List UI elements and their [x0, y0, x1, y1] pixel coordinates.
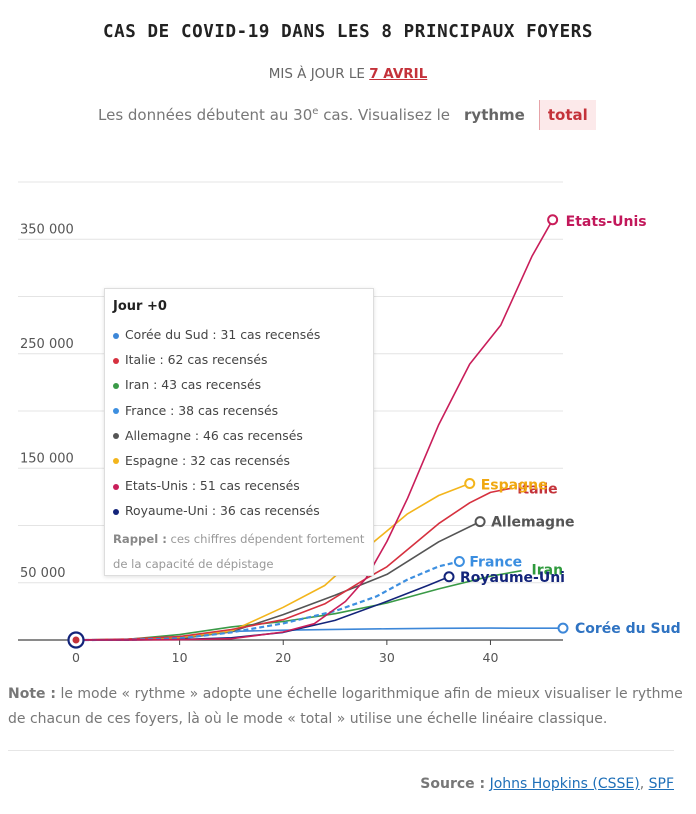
tooltip-row-allemagne: Allemagne : 46 cas recensés [113, 423, 365, 448]
chart-title: CAS DE COVID-19 DANS LES 8 PRINCIPAUX FO… [103, 22, 593, 42]
series-end-marker [464, 477, 476, 489]
tooltip-rappel: Rappel : ces chiffres dépendent fortemen… [113, 531, 365, 571]
series-labels: Corée du Sud Italie Iran France Allemagne Esp… [460, 214, 681, 637]
update-date[interactable]: 7 AVRIL [369, 66, 428, 82]
source-link-jhu[interactable]: Johns Hopkins (CSSE) [489, 776, 640, 792]
legend-dot-icon [113, 433, 119, 440]
y-tick-label: 250 000 [20, 337, 74, 352]
tooltip-heading: Jour +0 [113, 299, 167, 314]
x-tick-label: 0 [72, 650, 80, 665]
x-tick-label: 20 [275, 650, 291, 665]
tooltip-row-etats-unis: Etats-Unis : 51 cas recensés [113, 473, 365, 498]
y-tick-label: 50 000 [20, 566, 66, 581]
legend-dot-icon [113, 458, 119, 465]
y-tick-label: 150 000 [20, 451, 74, 466]
toggle-rythme-button[interactable]: rythme [464, 106, 525, 124]
y-tick-label: 350 000 [20, 222, 74, 237]
series-end-marker [443, 571, 455, 583]
legend-dot-icon [113, 508, 119, 515]
legend-dot-icon [113, 382, 119, 389]
series-label-allemagne[interactable]: Allemagne [491, 515, 574, 531]
legend-dot-icon [113, 357, 119, 364]
series-label-italie[interactable]: Italie [517, 481, 557, 497]
series-label-etats-unis[interactable]: Etats-Unis [566, 214, 647, 230]
tooltip-row-coree: Corée du Sud : 31 cas recensés [113, 322, 365, 347]
update-prefix: MIS À JOUR LE [268, 66, 365, 82]
source-link-spf[interactable]: SPF [648, 776, 674, 792]
legend-dot-icon [113, 332, 119, 339]
note-text: Note : le mode « rythme » adopte une éch… [8, 686, 683, 727]
series-label-france[interactable]: France [469, 554, 522, 570]
series-end-marker [547, 214, 559, 226]
chart-series [67, 214, 569, 649]
x-tick-label: 30 [379, 650, 395, 665]
origin-marker-center [72, 636, 80, 644]
tooltip-row-espagne: Espagne : 32 cas recensés [113, 448, 365, 473]
series-label-espagne[interactable]: Espagne [481, 477, 548, 493]
tooltip-row-france: France : 38 cas recensés [113, 398, 365, 423]
series-label-royaume-uni[interactable]: Royaume-Uni [460, 570, 565, 586]
series-label-iran[interactable]: Iran [532, 563, 564, 579]
legend-dot-icon [113, 483, 119, 490]
source-label: Source : [420, 776, 486, 792]
series-line-france [75, 560, 460, 642]
series-end-marker [557, 622, 569, 634]
x-tick-label: 10 [172, 650, 188, 665]
series-end-marker [474, 516, 486, 528]
intro-text: Les données débutent au 30e cas. Visuali… [98, 106, 451, 124]
series-end-marker [453, 555, 465, 567]
tooltip-row-royaume-uni: Royaume-Uni : 36 cas recensés [113, 498, 365, 523]
divider [8, 750, 674, 751]
tooltip-row-iran: Iran : 43 cas recensés [113, 372, 365, 397]
legend-dot-icon [113, 408, 119, 415]
tooltip-row-italie: Italie : 62 cas recensés [113, 347, 365, 372]
update-line: MIS À JOUR LE 7 AVRIL [0, 66, 696, 82]
x-tick-label: 40 [483, 650, 499, 665]
series-line-etats-unis [76, 219, 554, 641]
intro-line: Les données débutent au 30e cas. Visuali… [98, 100, 596, 130]
toggle-total-button[interactable]: total [538, 100, 596, 130]
tooltip-panel: Jour +0 Corée du Sud : 31 cas recensés I… [104, 288, 374, 576]
source-line: Source : Johns Hopkins (CSSE), SPF [420, 776, 674, 792]
series-label-corée-du-sud[interactable]: Corée du Sud [575, 621, 681, 637]
